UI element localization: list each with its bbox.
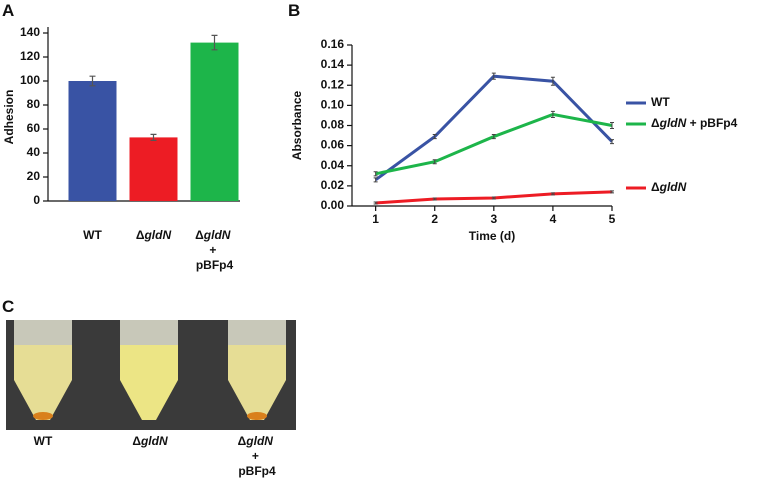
bar [190,42,239,201]
y-tick-label: 80 [27,97,41,111]
error-bar [373,171,378,177]
photo-label: WT [34,434,53,448]
legend-label: ΔgldN + pBFp4 [651,116,738,130]
error-bar [610,190,614,194]
y-tick-label: 0.06 [321,138,345,152]
error-bar [432,134,437,140]
error-bar [373,201,378,205]
x-tick-label: 2 [431,212,438,226]
x-tick-label: 1 [372,212,379,226]
error-bar [89,75,96,87]
error-bar [491,196,496,200]
y-tick-label: 0.14 [321,57,345,71]
y-tick-label: 100 [20,73,40,87]
x-tick-label: ΔgldN + pBFp4 [195,228,234,272]
x-tick-label: WT [83,228,102,242]
x-tick-label: 3 [490,212,497,226]
line [374,74,614,182]
legend-label: WT [651,95,670,109]
error-bar [373,177,378,183]
y-tick-label: 120 [20,49,40,63]
error-bar [491,134,496,140]
error-bar [211,34,218,51]
x-axis-title: Time (d) [469,229,515,243]
error-bar [491,72,496,80]
x-tick-label: 5 [609,212,616,226]
bar [68,81,117,201]
x-tick-label: ΔgldN [136,228,172,242]
y-tick-label: 40 [27,145,41,159]
error-bar [610,139,614,145]
photo-label: ΔgldN [132,434,168,448]
panel-label: A [2,1,14,20]
photo-label: ΔgldN + pBFp4 [238,434,277,478]
photo [6,320,296,430]
line [375,112,613,176]
y-tick-label: 60 [27,121,41,135]
panel-label: C [2,297,14,316]
y-tick-label: 20 [27,169,41,183]
tube [14,320,72,420]
y-tick-label: 0 [33,193,40,207]
legend-label: ΔgldN [651,180,687,194]
y-tick-label: 0.08 [321,118,345,132]
y-tick-label: 0.00 [321,198,345,212]
y-tick-label: 0.04 [321,158,345,172]
y-tick-label: 0.16 [321,37,345,51]
tube [228,320,286,420]
y-tick-label: 0.02 [321,178,345,192]
tube [120,320,178,420]
error-bar [432,159,437,165]
x-tick-label: 4 [550,212,557,226]
y-axis-title: Adhesion [2,90,16,145]
error-bar [550,110,555,118]
error-bar [550,192,555,196]
y-axis-title: Absorbance [290,91,304,161]
error-bar [150,133,157,141]
error-bar [610,121,614,130]
y-tick-label: 0.12 [321,77,345,91]
y-tick-label: 140 [20,25,40,39]
bar [129,137,178,201]
error-bar [550,76,555,86]
error-bar [432,197,437,201]
y-tick-label: 0.10 [321,98,345,112]
panel-label: B [288,1,300,20]
